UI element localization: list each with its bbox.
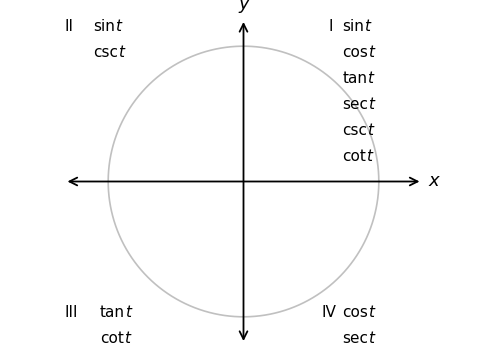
Text: cos: cos: [342, 305, 368, 320]
Text: sin: sin: [93, 19, 115, 34]
Text: sec: sec: [342, 331, 368, 346]
Text: III: III: [65, 305, 78, 320]
Text: cos: cos: [342, 45, 368, 60]
Text: t: t: [115, 19, 121, 34]
Text: csc: csc: [342, 123, 367, 138]
Text: t: t: [368, 45, 374, 60]
Text: tan: tan: [100, 305, 125, 320]
Text: t: t: [118, 45, 124, 60]
Text: y: y: [238, 0, 249, 13]
Text: csc: csc: [93, 45, 118, 60]
Text: t: t: [125, 305, 131, 320]
Text: t: t: [367, 71, 374, 86]
Text: cot: cot: [100, 331, 124, 346]
Text: t: t: [368, 305, 374, 320]
Text: cot: cot: [342, 148, 366, 164]
Text: IV: IV: [321, 305, 336, 320]
Text: I: I: [328, 19, 333, 34]
Text: t: t: [367, 123, 374, 138]
Text: t: t: [366, 148, 372, 164]
Text: sin: sin: [342, 19, 364, 34]
Text: t: t: [368, 331, 375, 346]
Text: x: x: [428, 172, 439, 191]
Text: t: t: [124, 331, 130, 346]
Text: t: t: [364, 19, 370, 34]
Text: t: t: [368, 97, 375, 112]
Text: tan: tan: [342, 71, 367, 86]
Text: sec: sec: [342, 97, 368, 112]
Text: II: II: [65, 19, 74, 34]
